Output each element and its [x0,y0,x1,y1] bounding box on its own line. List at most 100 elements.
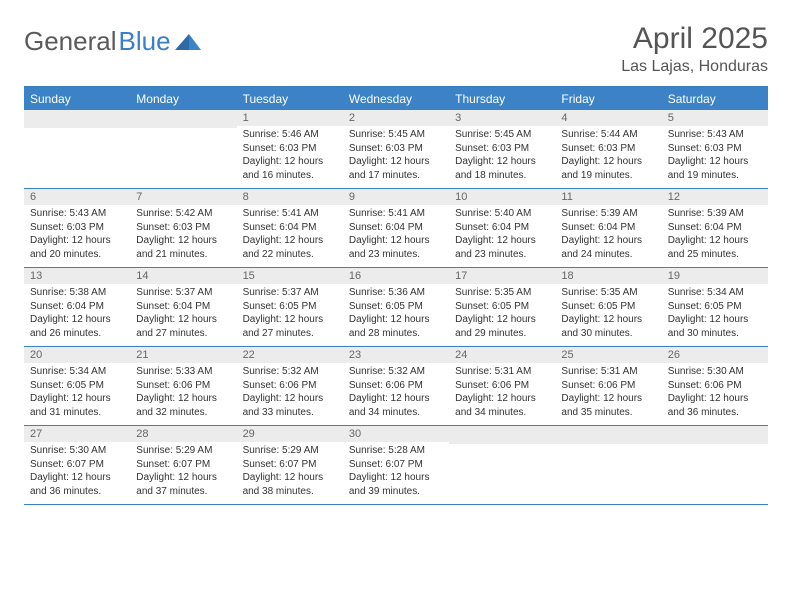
day-cell: 2Sunrise: 5:45 AMSunset: 6:03 PMDaylight… [343,110,449,188]
day-cell: 4Sunrise: 5:44 AMSunset: 6:03 PMDaylight… [555,110,661,188]
day-cell: 29Sunrise: 5:29 AMSunset: 6:07 PMDayligh… [237,426,343,504]
day-number: 18 [555,268,661,284]
day-cell: 6Sunrise: 5:43 AMSunset: 6:03 PMDaylight… [24,189,130,267]
day-number: 3 [449,110,555,126]
day-number: 25 [555,347,661,363]
weekday-header: Thursday [449,88,555,110]
day-details: Sunrise: 5:30 AMSunset: 6:06 PMDaylight:… [662,363,768,423]
day-details: Sunrise: 5:31 AMSunset: 6:06 PMDaylight:… [555,363,661,423]
day-cell: 23Sunrise: 5:32 AMSunset: 6:06 PMDayligh… [343,347,449,425]
day-number: 27 [24,426,130,442]
day-details: Sunrise: 5:41 AMSunset: 6:04 PMDaylight:… [237,205,343,265]
day-cell: 26Sunrise: 5:30 AMSunset: 6:06 PMDayligh… [662,347,768,425]
day-cell: 24Sunrise: 5:31 AMSunset: 6:06 PMDayligh… [449,347,555,425]
day-details: Sunrise: 5:34 AMSunset: 6:05 PMDaylight:… [662,284,768,344]
day-number: 15 [237,268,343,284]
day-cell [449,426,555,504]
day-details: Sunrise: 5:30 AMSunset: 6:07 PMDaylight:… [24,442,130,502]
header: GeneralBlue April 2025 Las Lajas, Hondur… [24,22,768,76]
day-number: 21 [130,347,236,363]
day-number: 14 [130,268,236,284]
day-number: 16 [343,268,449,284]
day-number: 12 [662,189,768,205]
day-details: Sunrise: 5:35 AMSunset: 6:05 PMDaylight:… [555,284,661,344]
day-cell [130,110,236,188]
day-cell: 13Sunrise: 5:38 AMSunset: 6:04 PMDayligh… [24,268,130,346]
day-details: Sunrise: 5:45 AMSunset: 6:03 PMDaylight:… [343,126,449,186]
day-number [130,110,236,128]
day-details: Sunrise: 5:41 AMSunset: 6:04 PMDaylight:… [343,205,449,265]
day-number: 4 [555,110,661,126]
day-cell: 5Sunrise: 5:43 AMSunset: 6:03 PMDaylight… [662,110,768,188]
day-number: 23 [343,347,449,363]
day-cell: 9Sunrise: 5:41 AMSunset: 6:04 PMDaylight… [343,189,449,267]
day-cell: 17Sunrise: 5:35 AMSunset: 6:05 PMDayligh… [449,268,555,346]
day-details: Sunrise: 5:45 AMSunset: 6:03 PMDaylight:… [449,126,555,186]
day-details: Sunrise: 5:43 AMSunset: 6:03 PMDaylight:… [662,126,768,186]
day-number: 2 [343,110,449,126]
day-cell: 15Sunrise: 5:37 AMSunset: 6:05 PMDayligh… [237,268,343,346]
week-row: 27Sunrise: 5:30 AMSunset: 6:07 PMDayligh… [24,426,768,505]
day-details: Sunrise: 5:32 AMSunset: 6:06 PMDaylight:… [237,363,343,423]
day-number: 7 [130,189,236,205]
day-details: Sunrise: 5:46 AMSunset: 6:03 PMDaylight:… [237,126,343,186]
day-number: 29 [237,426,343,442]
day-cell [555,426,661,504]
day-cell: 8Sunrise: 5:41 AMSunset: 6:04 PMDaylight… [237,189,343,267]
day-cell: 30Sunrise: 5:28 AMSunset: 6:07 PMDayligh… [343,426,449,504]
day-number [555,426,661,444]
weekday-header-row: Sunday Monday Tuesday Wednesday Thursday… [24,88,768,110]
day-details: Sunrise: 5:38 AMSunset: 6:04 PMDaylight:… [24,284,130,344]
day-details: Sunrise: 5:43 AMSunset: 6:03 PMDaylight:… [24,205,130,265]
day-number: 10 [449,189,555,205]
day-details: Sunrise: 5:42 AMSunset: 6:03 PMDaylight:… [130,205,236,265]
day-cell: 11Sunrise: 5:39 AMSunset: 6:04 PMDayligh… [555,189,661,267]
day-number: 11 [555,189,661,205]
brand-left: General [24,26,117,57]
location-subtitle: Las Lajas, Honduras [621,58,768,76]
day-cell: 12Sunrise: 5:39 AMSunset: 6:04 PMDayligh… [662,189,768,267]
brand-logo: GeneralBlue [24,26,201,57]
weekday-header: Sunday [24,88,130,110]
day-details: Sunrise: 5:33 AMSunset: 6:06 PMDaylight:… [130,363,236,423]
day-number [24,110,130,128]
day-cell: 20Sunrise: 5:34 AMSunset: 6:05 PMDayligh… [24,347,130,425]
day-cell: 1Sunrise: 5:46 AMSunset: 6:03 PMDaylight… [237,110,343,188]
weekday-header: Monday [130,88,236,110]
calendar: Sunday Monday Tuesday Wednesday Thursday… [24,86,768,505]
weekday-header: Saturday [662,88,768,110]
week-row: 13Sunrise: 5:38 AMSunset: 6:04 PMDayligh… [24,268,768,347]
day-cell: 25Sunrise: 5:31 AMSunset: 6:06 PMDayligh… [555,347,661,425]
week-row: 1Sunrise: 5:46 AMSunset: 6:03 PMDaylight… [24,110,768,189]
day-number: 1 [237,110,343,126]
day-cell: 27Sunrise: 5:30 AMSunset: 6:07 PMDayligh… [24,426,130,504]
day-cell: 16Sunrise: 5:36 AMSunset: 6:05 PMDayligh… [343,268,449,346]
day-details: Sunrise: 5:35 AMSunset: 6:05 PMDaylight:… [449,284,555,344]
day-cell: 14Sunrise: 5:37 AMSunset: 6:04 PMDayligh… [130,268,236,346]
title-block: April 2025 Las Lajas, Honduras [621,22,768,76]
week-row: 6Sunrise: 5:43 AMSunset: 6:03 PMDaylight… [24,189,768,268]
day-number: 22 [237,347,343,363]
page-title: April 2025 [621,22,768,56]
day-cell: 10Sunrise: 5:40 AMSunset: 6:04 PMDayligh… [449,189,555,267]
day-details: Sunrise: 5:36 AMSunset: 6:05 PMDaylight:… [343,284,449,344]
day-cell: 21Sunrise: 5:33 AMSunset: 6:06 PMDayligh… [130,347,236,425]
day-details: Sunrise: 5:39 AMSunset: 6:04 PMDaylight:… [555,205,661,265]
day-details: Sunrise: 5:44 AMSunset: 6:03 PMDaylight:… [555,126,661,186]
day-details: Sunrise: 5:29 AMSunset: 6:07 PMDaylight:… [237,442,343,502]
day-number: 5 [662,110,768,126]
day-details: Sunrise: 5:32 AMSunset: 6:06 PMDaylight:… [343,363,449,423]
day-number: 6 [24,189,130,205]
day-number: 28 [130,426,236,442]
weekday-header: Wednesday [343,88,449,110]
day-cell: 7Sunrise: 5:42 AMSunset: 6:03 PMDaylight… [130,189,236,267]
day-cell: 22Sunrise: 5:32 AMSunset: 6:06 PMDayligh… [237,347,343,425]
day-details: Sunrise: 5:37 AMSunset: 6:05 PMDaylight:… [237,284,343,344]
day-cell: 28Sunrise: 5:29 AMSunset: 6:07 PMDayligh… [130,426,236,504]
day-number: 9 [343,189,449,205]
day-number [662,426,768,444]
day-number: 19 [662,268,768,284]
day-number: 24 [449,347,555,363]
day-number: 30 [343,426,449,442]
day-details: Sunrise: 5:39 AMSunset: 6:04 PMDaylight:… [662,205,768,265]
